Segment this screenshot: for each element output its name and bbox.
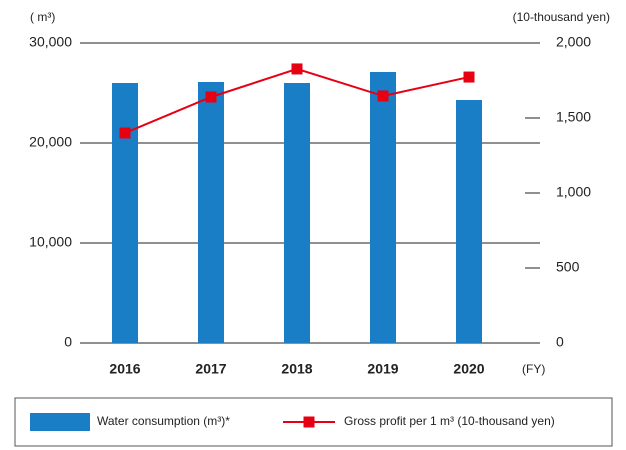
- x-tick-label: 2019: [367, 361, 398, 377]
- y-axis-label: ( m³): [30, 10, 55, 24]
- legend-box: [14, 397, 613, 447]
- y2-tick-label: 1,500: [556, 109, 591, 125]
- marker: [119, 127, 131, 139]
- y2-tick-label: 1,000: [556, 184, 591, 200]
- marker: [291, 63, 303, 75]
- bar: [198, 82, 224, 343]
- y2-axis-label: (10-thousand yen): [513, 10, 610, 24]
- legend-label: Gross profit per 1 m³ (10-thousand yen): [344, 414, 555, 428]
- bar: [112, 83, 138, 343]
- x-tick-label: 2017: [195, 361, 226, 377]
- x-tick-label: 2020: [453, 361, 484, 377]
- x-tick-label: 2016: [109, 361, 140, 377]
- bar: [456, 100, 482, 343]
- y-tick-label: 20,000: [29, 134, 72, 150]
- marker: [463, 71, 475, 83]
- y2-tick-label: 500: [556, 259, 580, 275]
- y-tick-label: 10,000: [29, 234, 72, 250]
- x-axis-label: (FY): [522, 362, 545, 376]
- bar: [284, 83, 310, 343]
- y2-tick-label: 0: [556, 334, 564, 350]
- legend-label: Water consumption (m³)*: [97, 414, 230, 428]
- marker: [205, 91, 217, 103]
- y-tick-label: 30,000: [29, 34, 72, 50]
- bar: [370, 72, 396, 343]
- x-tick-label: 2018: [281, 361, 312, 377]
- legend-swatch: [30, 413, 90, 431]
- marker: [377, 90, 389, 102]
- legend-marker: [303, 416, 315, 428]
- y2-tick-label: 2,000: [556, 34, 591, 50]
- y-tick-label: 0: [64, 334, 72, 350]
